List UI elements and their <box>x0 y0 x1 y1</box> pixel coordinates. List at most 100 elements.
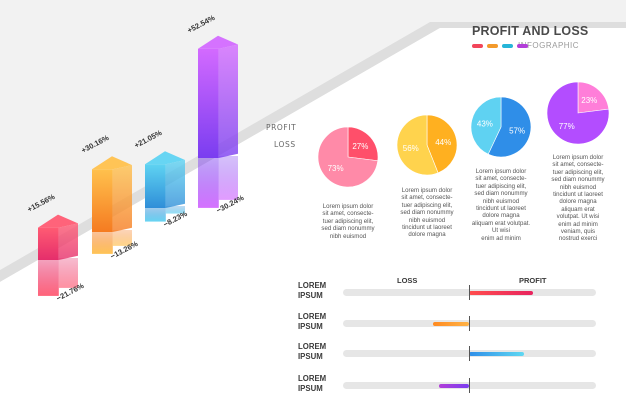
pie-slice <box>347 126 379 162</box>
row-label-line: IPSUM <box>298 352 323 361</box>
bar-profit-side <box>218 44 238 158</box>
page-subtitle: INFOGRAPHIC <box>518 41 580 50</box>
bar-profit-front <box>145 164 166 208</box>
bar-profit-front <box>92 169 113 232</box>
row-label: LOREM IPSUM <box>298 374 326 394</box>
pie-description-line: tuer adipiscing elit, <box>475 182 527 190</box>
pie-charts: 27% 73% 44% 56% 57% 43% 23% 77% <box>317 81 610 188</box>
bar-track <box>343 316 596 331</box>
pie-description: Lorem ipsum dolor sit amet, consecte-tuer… <box>538 154 618 243</box>
bar-loss-front <box>38 260 59 296</box>
bar-fill <box>438 383 469 388</box>
bar-loss-front <box>198 158 219 208</box>
bar-track <box>343 346 596 361</box>
bar-profit-front <box>38 227 59 260</box>
bar-center-divider <box>469 285 470 300</box>
pie-description-line: sed diam nonummy <box>551 176 605 184</box>
row-label-line: LOREM <box>298 374 327 383</box>
pie-description-line: tincidunt ut laoreet <box>476 205 526 213</box>
pie-description: Lorem ipsum dolor sit amet, consecte-tuer… <box>308 203 388 240</box>
row-label-line: IPSUM <box>298 291 323 300</box>
bar-loss-side <box>112 230 132 246</box>
bar-profit-side <box>58 223 78 260</box>
pie-description-line: Lorem ipsum dolor <box>552 154 604 161</box>
pie-description-line: sit amet, consecte- <box>552 161 604 169</box>
bar-profit-side <box>165 160 185 208</box>
bar-track <box>343 378 596 393</box>
row-label-line: LOREM <box>298 312 327 321</box>
pie-description-line: nibh euismod <box>408 216 446 224</box>
bar-fill <box>469 351 524 356</box>
profit-loss-plane <box>0 0 626 270</box>
row-label-line: LOREM <box>298 342 327 351</box>
pie-slice-label: 27% <box>352 142 368 151</box>
pie-description-line: sed diam nonummy <box>321 225 375 233</box>
row-label-line: IPSUM <box>298 322 323 331</box>
pie-description-line: tuer adipiscing elit, <box>322 217 374 225</box>
pie-slice-label: 57% <box>509 127 525 136</box>
pie-description-line: sit amet, consecte- <box>401 194 453 202</box>
bar-chart-3d <box>38 35 238 296</box>
bar-loss-front <box>145 208 166 222</box>
pie-description-line: dolore magna <box>482 212 520 220</box>
pie-description: Lorem ipsum dolor sit amet, consecte-tuer… <box>461 168 541 242</box>
bar-loss-side <box>218 156 238 200</box>
title-swatch <box>487 44 498 48</box>
pie-description-line: sit amet, consecte- <box>322 210 374 218</box>
title-swatch <box>472 44 483 48</box>
pie-description-line: nibh euismod <box>559 183 597 191</box>
pie-slice-label: 73% <box>328 164 344 173</box>
row-label-line: IPSUM <box>298 384 323 393</box>
row-label: LOREM IPSUM <box>298 281 326 301</box>
pie-description-line: tincidunt ut laoreet <box>553 191 603 199</box>
pie-description-line: Ut wisi <box>492 227 510 235</box>
pie-description-line: sed diam nonummy <box>400 209 454 217</box>
pie-slice <box>317 126 379 188</box>
header-loss: LOSS <box>397 276 418 285</box>
header-profit: PROFIT <box>519 276 547 285</box>
row-label-line: LOREM <box>298 281 327 290</box>
bar-profit-top <box>145 151 185 165</box>
bar-profit-side <box>112 165 132 232</box>
bar-track <box>343 285 596 300</box>
bar-profit-top <box>198 35 238 49</box>
row-label: LOREM IPSUM <box>298 312 326 332</box>
pie-description-line: sit amet, consecte- <box>475 175 527 183</box>
plane-label-profit: PROFIT <box>266 123 297 132</box>
pie-description-line: tincidunt ut laoreet <box>402 224 452 232</box>
pie-description-line: aliquam erat volutpat. <box>471 219 531 227</box>
pie-description-line: Lorem ipsum dolor <box>401 187 453 194</box>
plane-label-loss: LOSS <box>274 140 296 149</box>
pie-description-line: Lorem ipsum dolor <box>322 203 374 210</box>
pie-slice <box>426 114 458 174</box>
pie-slice-label: 44% <box>435 138 451 147</box>
pie-description-line: dolore magna <box>559 198 597 206</box>
bar-center-divider <box>469 346 470 361</box>
pie-description-line: nibh euismod <box>329 232 367 240</box>
bar-loss-side <box>165 206 185 214</box>
pie-slice-label: 56% <box>403 144 419 153</box>
pie-slice <box>546 81 610 145</box>
pie-description-line: tuer adipiscing elit, <box>401 201 453 209</box>
title-swatch <box>502 44 513 48</box>
pie-description-line: veniam, quis <box>560 228 596 236</box>
title-swatch <box>517 44 528 48</box>
pie-description-line: nibh euismod <box>482 197 520 205</box>
pie-description-line: enim ad minim <box>481 234 521 242</box>
pie-slice <box>470 96 502 155</box>
row-label: LOREM IPSUM <box>298 342 326 362</box>
pie-slice <box>577 81 610 114</box>
pie-description-line: Lorem ipsum dolor <box>475 168 527 175</box>
pie-description-line: nostrud exerci <box>558 235 598 243</box>
bar-loss-front <box>92 232 113 254</box>
pie-description-line: aliquam erat <box>561 205 595 213</box>
bar-profit-top <box>92 156 132 170</box>
pie-slice <box>487 96 532 158</box>
bar-fill <box>469 290 533 295</box>
pie-description: Lorem ipsum dolor sit amet, consecte-tuer… <box>387 187 467 239</box>
pie-description-line: volutpat. Ut wisi <box>556 213 600 221</box>
pie-slice-label: 23% <box>581 96 597 105</box>
bar-center-divider <box>469 378 470 393</box>
bar-loss-side <box>58 258 78 288</box>
pie-description-line: tuer adipiscing elit, <box>552 168 604 176</box>
